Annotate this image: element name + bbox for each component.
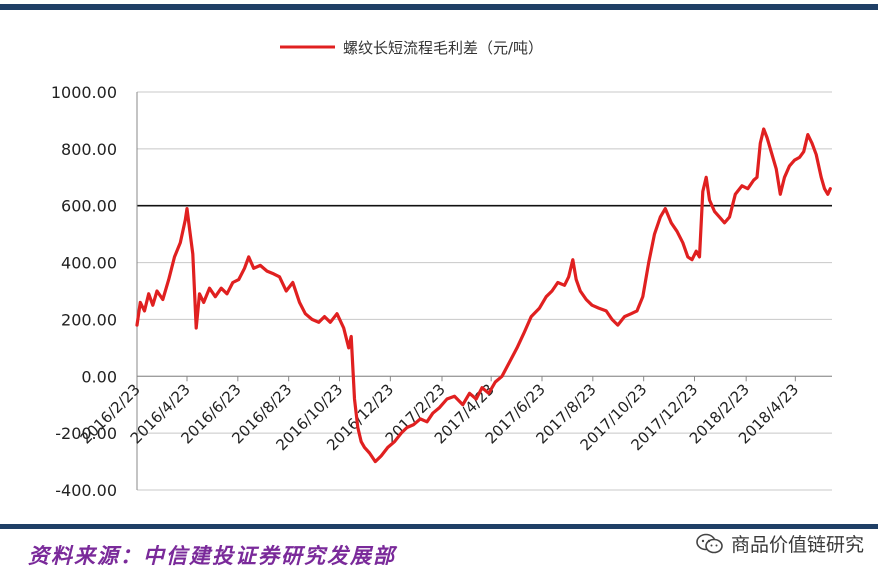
axes [136, 92, 832, 490]
y-tick-label: 0.00 [81, 367, 117, 386]
x-tick-labels: 2016/2/232016/4/232016/6/232016/8/232016… [77, 380, 802, 454]
legend-label: 螺纹长短流程毛利差（元/吨） [343, 39, 543, 57]
y-tick-label: 200.00 [61, 310, 117, 329]
y-tick-label: -200.00 [55, 424, 117, 443]
y-tick-labels: 1000.00 800.00 600.00 400.00 200.00 0.00 -200.… [51, 83, 117, 500]
y-tick-label: -400.00 [55, 481, 117, 500]
y-tick-label: 400.00 [61, 254, 117, 273]
bottom-frame-bar [0, 524, 878, 529]
chart-legend: 螺纹长短流程毛利差（元/吨） [280, 39, 543, 57]
watermark: 商品价值链研究 [695, 530, 864, 557]
source-note: 资料来源：中信建投证券研究发展部 [28, 543, 396, 568]
series-group [135, 127, 832, 464]
line-chart: 螺纹长短流程毛利差（元/吨） 1000.00 800.00 600.00 400.00… [51, 39, 832, 500]
watermark-label: 商品价值链研究 [730, 534, 864, 556]
y-tick-label: 600.00 [61, 197, 117, 216]
y-tick-label: 800.00 [61, 140, 117, 159]
wechat-icon [696, 533, 723, 553]
series-line [135, 127, 832, 464]
top-frame-bar [0, 4, 878, 10]
y-tick-label: 1000.00 [51, 83, 117, 102]
